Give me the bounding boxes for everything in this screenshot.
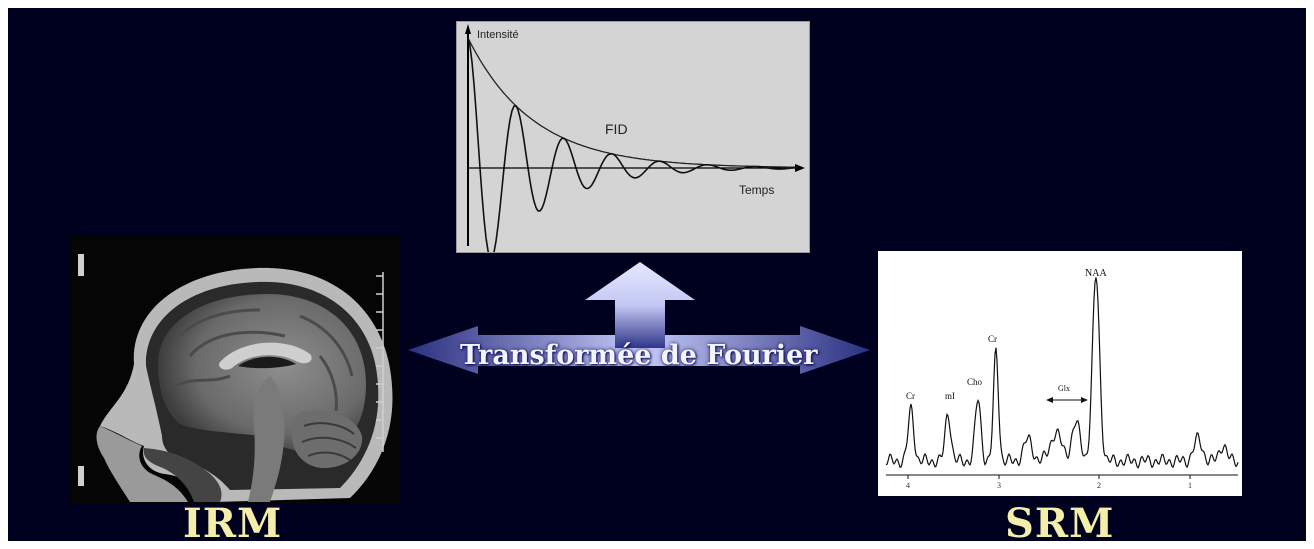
arrow-right-icon (638, 326, 870, 374)
fid-chart: Intensité FID Temps (465, 24, 805, 259)
fid-y-axis-arrow-icon (465, 24, 471, 34)
fid-x-axis-arrow-icon (795, 164, 805, 172)
spectrum-line (885, 277, 1239, 469)
peak-label-cr-1: Cr (906, 391, 915, 401)
x-tick-label: 1 (1188, 481, 1192, 490)
irm-title: IRM (183, 500, 283, 541)
glx-arrow-right-icon (1081, 397, 1088, 403)
x-tick-label: 4 (906, 481, 910, 490)
mri-corner-mark (78, 254, 84, 276)
mri-ruler-marks (376, 272, 384, 452)
mri-brain-image (70, 236, 400, 504)
spectrum-chart: Cr mI Cho Cr Glx NAA 4 3 2 1 (885, 268, 1239, 490)
spectrum-chart-panel: Cr mI Cho Cr Glx NAA 4 3 2 1 (878, 251, 1242, 496)
fid-chart-panel: Intensité FID Temps (456, 21, 810, 259)
peak-label-naa: NAA (1085, 268, 1107, 279)
fourier-transform-label: Transformée de Fourier (460, 340, 818, 371)
peak-label-mi: mI (945, 391, 955, 401)
mri-head-illustration (70, 236, 400, 504)
glx-arrow-left-icon (1046, 397, 1053, 403)
x-tick-label: 3 (997, 481, 1001, 490)
peak-label-cho: Cho (967, 377, 983, 387)
x-tick-label: 2 (1097, 481, 1101, 490)
fid-x-axis-label: Temps (739, 183, 774, 197)
srm-title: SRM (1005, 500, 1115, 541)
peak-label-glx: Glx (1058, 384, 1070, 393)
peak-label-cr-2: Cr (988, 334, 997, 344)
fid-y-axis-label: Intensité (477, 29, 519, 41)
fid-envelope-curve (467, 37, 798, 168)
fid-oscillation-curve (467, 37, 799, 259)
arrows-group (408, 262, 870, 374)
arrow-up-icon (585, 262, 695, 348)
mri-corner-mark (78, 466, 84, 486)
slide-background: Transformée de Fourier Intensité FID Tem… (8, 8, 1306, 541)
spectrum-ticks (907, 475, 1191, 479)
fid-curve-label: FID (605, 121, 628, 137)
arrow-left-icon (408, 326, 648, 374)
